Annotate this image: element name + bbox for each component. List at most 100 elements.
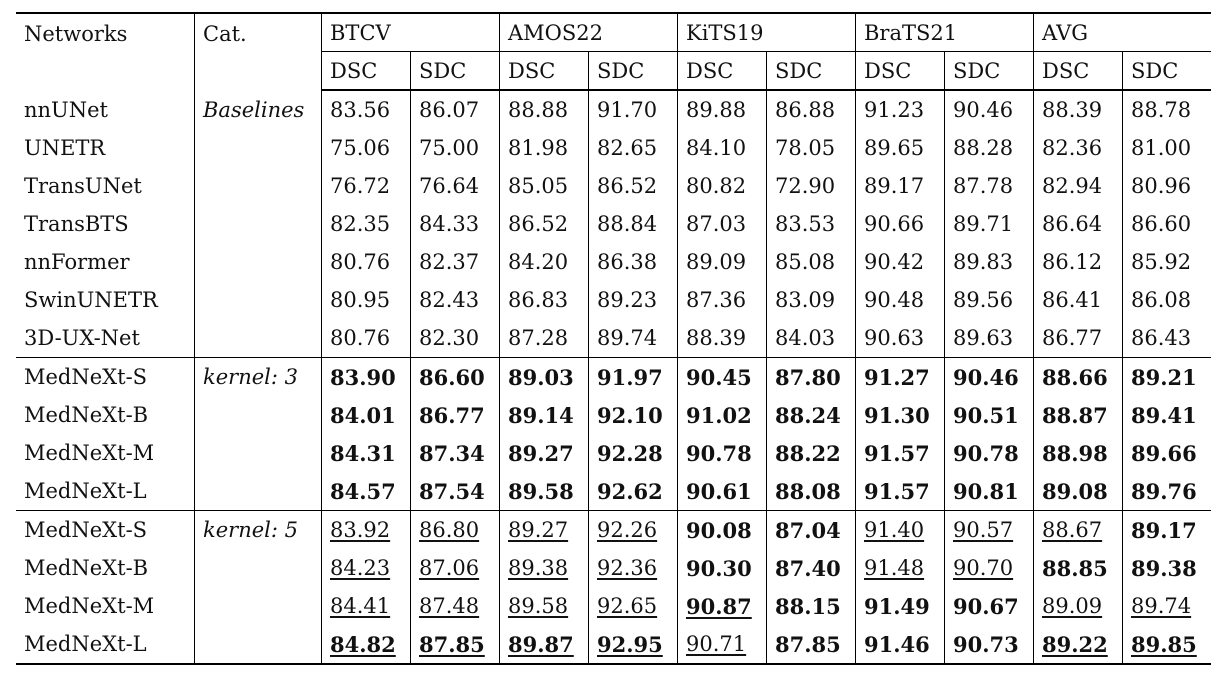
- score-cell: 89.41: [1122, 396, 1211, 434]
- row-network-name: MedNeXt-M: [24, 594, 155, 618]
- score-cell: 91.57: [855, 472, 945, 511]
- row-category: [194, 434, 322, 472]
- score-cell: 87.85: [410, 625, 500, 665]
- score-cell: 90.78: [677, 434, 767, 472]
- score-cell: 86.77: [410, 396, 500, 434]
- score-cell: 92.36: [588, 549, 678, 587]
- score-cell: 87.54: [410, 472, 500, 511]
- score-cell: 85.92: [1122, 243, 1211, 281]
- score-cell: 87.40: [766, 549, 856, 587]
- score-cell: 85.08: [766, 243, 856, 281]
- table-row: TransBTS 82.35 84.33 86.52 88.84 87.03 83.53 90…: [16, 205, 1211, 243]
- row-network-name: MedNeXt-L: [16, 625, 195, 665]
- row-category: [194, 205, 322, 243]
- score-cell: 90.46: [944, 90, 1034, 129]
- score-cell: 89.14: [499, 396, 589, 434]
- score-cell: 88.84: [588, 205, 678, 243]
- score-cell: 86.52: [588, 167, 678, 205]
- score-cell: 90.61: [677, 472, 767, 511]
- score-cell: 89.83: [944, 243, 1034, 281]
- row-category: [194, 472, 322, 511]
- header-networks: Networks: [16, 12, 195, 90]
- score-cell: 88.78: [1122, 90, 1211, 129]
- header-metric-sdc: SDC: [944, 51, 1034, 91]
- score-cell: 89.09: [1033, 587, 1123, 625]
- score-cell: 89.21: [1122, 357, 1211, 396]
- score-cell: 86.60: [410, 357, 500, 396]
- score-cell: 87.06: [410, 549, 500, 587]
- score-cell: 89.58: [499, 472, 589, 511]
- row-network-name: nnUNet: [24, 97, 108, 122]
- row-category: Baselines: [194, 90, 322, 129]
- score-cell: 91.97: [588, 357, 678, 396]
- score-cell: 91.46: [855, 625, 945, 665]
- score-cell: 89.38: [499, 549, 589, 587]
- row-network-name: MedNeXt-M: [24, 441, 155, 465]
- row-category: kernel: 3: [194, 357, 322, 396]
- score-cell: 90.70: [944, 549, 1034, 587]
- table-row: nnUNet Baselines 83.56 86.07 88.88 91.70 89.88…: [16, 90, 1211, 129]
- score-cell: 84.23: [321, 549, 411, 587]
- table-row: MedNeXt-S kernel: 5 83.92 86.80 89.27 92.26 90…: [16, 510, 1211, 549]
- score-cell: 86.38: [588, 243, 678, 281]
- table-row: MedNeXt-L 84.57 87.54 89.58 92.62 90.61 88.08 9…: [16, 472, 1211, 511]
- score-cell: 86.60: [1122, 205, 1211, 243]
- row-network-name: MedNeXt-L: [24, 479, 147, 503]
- score-cell: 80.96: [1122, 167, 1211, 205]
- score-cell: 87.78: [944, 167, 1034, 205]
- score-cell: 90.30: [677, 549, 767, 587]
- score-cell: 87.03: [677, 205, 767, 243]
- score-cell: 89.23: [588, 281, 678, 319]
- score-cell: 88.22: [766, 434, 856, 472]
- score-cell: 91.27: [855, 357, 945, 396]
- table-row: UNETR 75.06 75.00 81.98 82.65 84.10 78.05 89.65…: [16, 129, 1211, 167]
- header-category: Cat.: [194, 12, 322, 90]
- score-cell: 78.05: [766, 129, 856, 167]
- score-cell: 87.34: [410, 434, 500, 472]
- table-row: MedNeXt-M 84.31 87.34 89.27 92.28 90.78 88.22 9…: [16, 434, 1211, 472]
- score-cell: 88.28: [944, 129, 1034, 167]
- score-cell: 88.66: [1033, 357, 1123, 396]
- score-cell: 82.36: [1033, 129, 1123, 167]
- score-cell: 90.67: [944, 587, 1034, 625]
- score-cell: 92.26: [588, 510, 678, 549]
- score-cell: 80.76: [321, 243, 411, 281]
- row-network-name: MedNeXt-S: [16, 510, 195, 549]
- score-cell: 89.65: [855, 129, 945, 167]
- score-cell: 80.95: [321, 281, 411, 319]
- table-row: MedNeXt-L 84.82 87.85 89.87 92.95 90.71 87.85 9…: [16, 625, 1211, 665]
- score-cell: 89.74: [1122, 587, 1211, 625]
- score-cell: 91.02: [677, 396, 767, 434]
- score-cell: 89.56: [944, 281, 1034, 319]
- score-cell: 72.90: [766, 167, 856, 205]
- row-network-name: SwinUNETR: [24, 288, 158, 312]
- row-category: [194, 587, 322, 625]
- score-cell: 82.30: [410, 319, 500, 358]
- score-cell: 90.71: [677, 625, 767, 665]
- row-category: [194, 549, 322, 587]
- score-cell: 86.83: [499, 281, 589, 319]
- row-category: [194, 319, 322, 358]
- header-metric-dsc: DSC: [1033, 51, 1123, 91]
- score-cell: 90.78: [944, 434, 1034, 472]
- score-cell: 82.37: [410, 243, 500, 281]
- score-cell: 86.41: [1033, 281, 1123, 319]
- score-cell: 92.62: [588, 472, 678, 511]
- row-category: [194, 625, 322, 665]
- score-cell: 86.64: [1033, 205, 1123, 243]
- score-cell: 80.82: [677, 167, 767, 205]
- score-cell: 92.65: [588, 587, 678, 625]
- score-cell: 86.77: [1033, 319, 1123, 358]
- score-cell: 89.38: [1122, 549, 1211, 587]
- score-cell: 90.51: [944, 396, 1034, 434]
- score-cell: 88.67: [1033, 510, 1123, 549]
- table-row: SwinUNETR 80.95 82.43 86.83 89.23 87.36 83.09 9…: [16, 281, 1211, 319]
- score-cell: 89.27: [499, 510, 589, 549]
- score-cell: 90.66: [855, 205, 945, 243]
- score-cell: 89.08: [1033, 472, 1123, 511]
- row-network-name: MedNeXt-S: [16, 357, 195, 396]
- score-cell: 88.88: [499, 90, 589, 129]
- results-table: Networks Cat. BTCV AMOS22 KiTS19 BraTS21…: [16, 12, 1211, 665]
- score-cell: 87.04: [766, 510, 856, 549]
- score-cell: 89.71: [944, 205, 1034, 243]
